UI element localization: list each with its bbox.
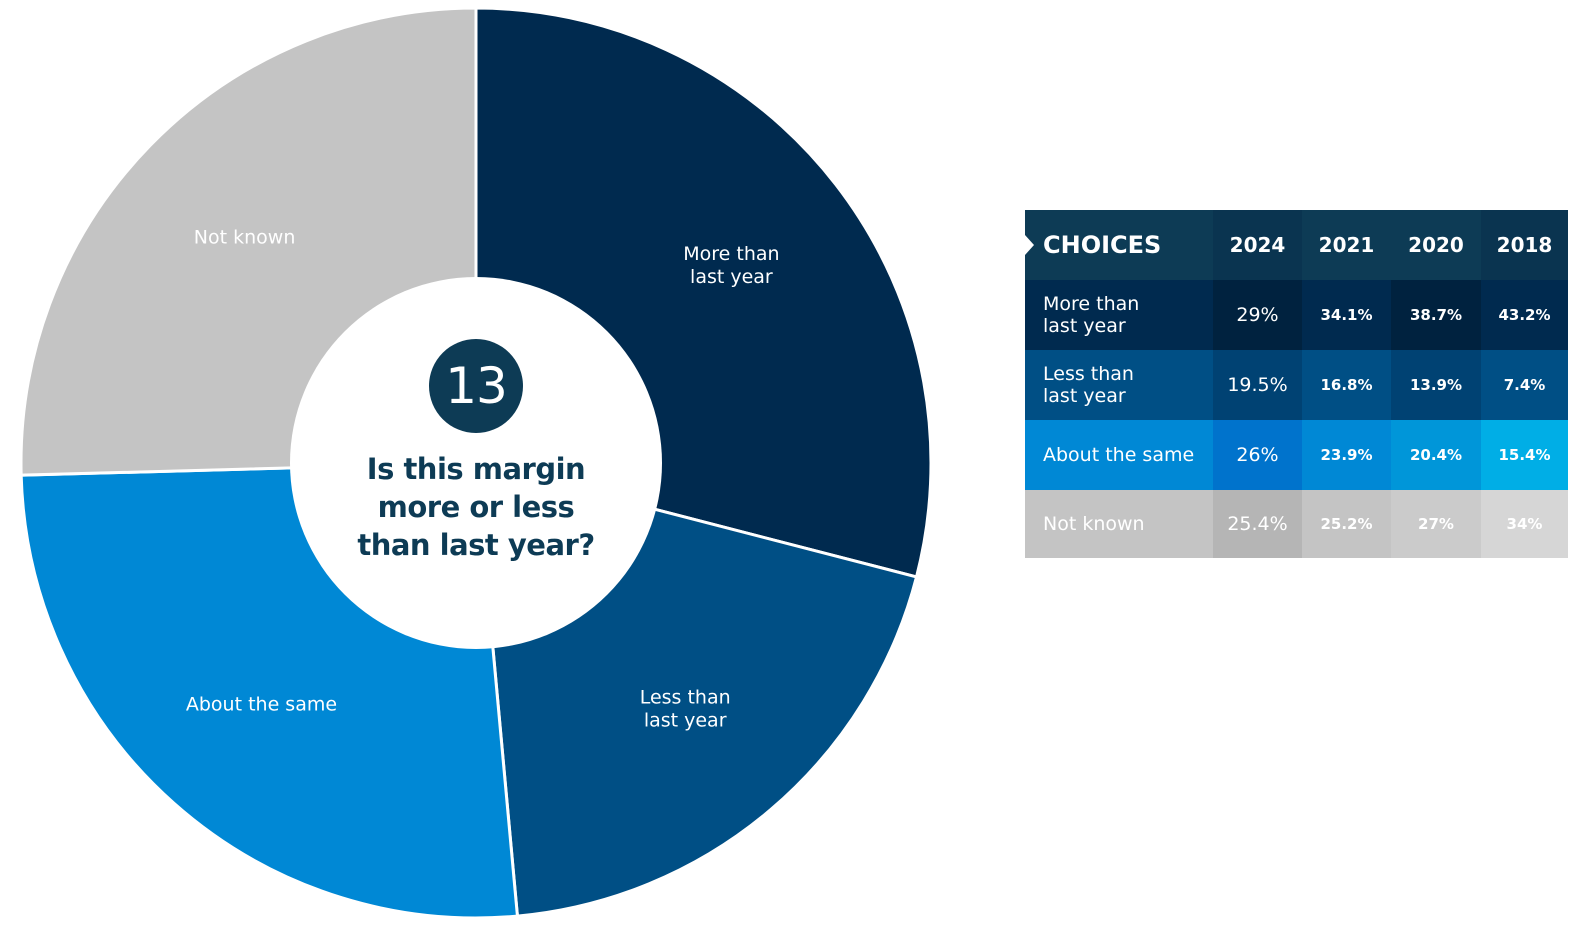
table-row: Not known 25.4% 25.2% 27% 34% bbox=[1025, 490, 1568, 558]
row-label: More than last year bbox=[1025, 280, 1213, 350]
header-notch bbox=[1025, 235, 1034, 255]
slice-label: About the same bbox=[186, 693, 337, 715]
cell-2021: 23.9% bbox=[1302, 420, 1391, 490]
cell-2024: 19.5% bbox=[1213, 350, 1302, 420]
cell-2021: 25.2% bbox=[1302, 490, 1391, 558]
cell-2024: 26% bbox=[1213, 420, 1302, 490]
header-year-2020: 2020 bbox=[1391, 210, 1481, 280]
slice-label: Less than last year bbox=[640, 687, 731, 732]
question-number-badge: 13 bbox=[429, 339, 523, 433]
row-label: Less than last year bbox=[1025, 350, 1213, 420]
header-year-2021: 2021 bbox=[1302, 210, 1391, 280]
row-label: Not known bbox=[1025, 490, 1213, 558]
table-row: More than last year 29% 34.1% 38.7% 43.2… bbox=[1025, 280, 1568, 350]
slice-label: More than last year bbox=[683, 243, 779, 288]
cell-2024: 25.4% bbox=[1213, 490, 1302, 558]
cell-2020: 20.4% bbox=[1391, 420, 1481, 490]
header-choices-label: CHOICES bbox=[1043, 231, 1162, 259]
table-row: About the same 26% 23.9% 20.4% 15.4% bbox=[1025, 420, 1568, 490]
cell-2018: 43.2% bbox=[1481, 280, 1568, 350]
header-year-2018: 2018 bbox=[1481, 210, 1568, 280]
cell-2018: 7.4% bbox=[1481, 350, 1568, 420]
table-header-row: CHOICES 2024 2021 2020 2018 bbox=[1025, 210, 1568, 280]
cell-2021: 16.8% bbox=[1302, 350, 1391, 420]
cell-2024: 29% bbox=[1213, 280, 1302, 350]
cell-2020: 27% bbox=[1391, 490, 1481, 558]
question-title: Is this margin more or less than last ye… bbox=[357, 452, 595, 562]
slice-label: Not known bbox=[194, 227, 296, 249]
header-year-2024: 2024 bbox=[1213, 210, 1302, 280]
cell-2018: 15.4% bbox=[1481, 420, 1568, 490]
header-choices: CHOICES bbox=[1025, 210, 1213, 280]
table-row: Less than last year 19.5% 16.8% 13.9% 7.… bbox=[1025, 350, 1568, 420]
row-label: About the same bbox=[1025, 420, 1213, 490]
cell-2020: 13.9% bbox=[1391, 350, 1481, 420]
cell-2018: 34% bbox=[1481, 490, 1568, 558]
comparison-table: CHOICES 2024 2021 2020 2018 More than la… bbox=[1025, 210, 1568, 558]
cell-2021: 34.1% bbox=[1302, 280, 1391, 350]
cell-2020: 38.7% bbox=[1391, 280, 1481, 350]
